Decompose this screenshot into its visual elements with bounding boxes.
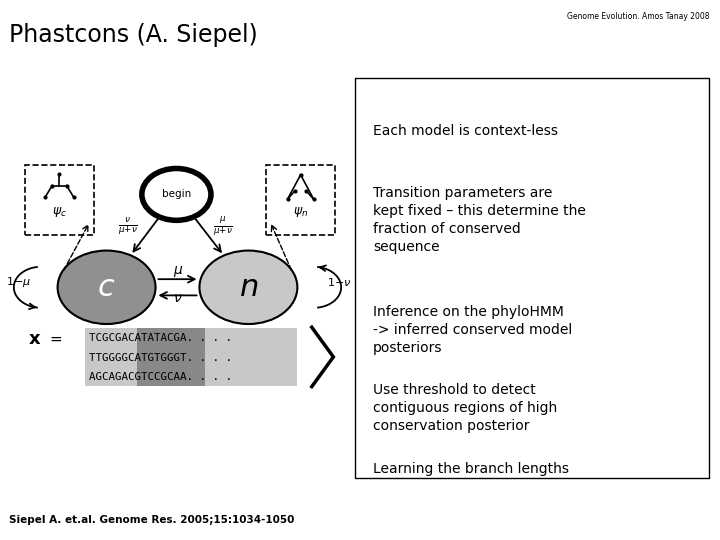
Text: $\mathbf{x}$: $\mathbf{x}$ xyxy=(28,329,42,348)
Text: Siepel A. et.al. Genome Res. 2005;15:1034-1050: Siepel A. et.al. Genome Res. 2005;15:103… xyxy=(9,515,294,525)
Text: Transition parameters are
kept fixed – this determine the
fraction of conserved
: Transition parameters are kept fixed – t… xyxy=(373,186,586,254)
Bar xyxy=(85,328,297,386)
Text: begin: begin xyxy=(162,190,191,199)
Text: Phastcons (A. Siepel): Phastcons (A. Siepel) xyxy=(9,23,258,46)
Text: Use threshold to detect
contiguous regions of high
conservation posterior: Use threshold to detect contiguous regio… xyxy=(373,383,557,433)
FancyBboxPatch shape xyxy=(266,165,335,235)
Bar xyxy=(137,328,205,386)
Text: Learning the branch lengths: Learning the branch lengths xyxy=(373,462,569,476)
Text: $1{-}\mu$: $1{-}\mu$ xyxy=(6,275,30,289)
Text: $\frac{\mu}{\mu{+}\nu}$: $\frac{\mu}{\mu{+}\nu}$ xyxy=(213,215,233,238)
Text: $n$: $n$ xyxy=(239,273,258,302)
Text: $\mu$: $\mu$ xyxy=(173,264,183,279)
Circle shape xyxy=(142,168,211,220)
Text: Each model is context-less: Each model is context-less xyxy=(373,124,558,138)
Text: TCGCGACATATACGA. . . .: TCGCGACATATACGA. . . . xyxy=(89,333,232,343)
Text: $\nu$: $\nu$ xyxy=(173,291,183,305)
Text: Inference on the phyloHMM
-> inferred conserved model
posteriors: Inference on the phyloHMM -> inferred co… xyxy=(373,305,572,355)
Text: $1{-}\nu$: $1{-}\nu$ xyxy=(327,276,351,288)
Text: $\psi_c$: $\psi_c$ xyxy=(52,205,67,219)
Text: AGCAGACGTCCGCAA. . . .: AGCAGACGTCCGCAA. . . . xyxy=(89,372,232,382)
Text: $c$: $c$ xyxy=(97,273,116,302)
FancyBboxPatch shape xyxy=(25,165,94,235)
Text: $\frac{\nu}{\mu{+}\nu}$: $\frac{\nu}{\mu{+}\nu}$ xyxy=(118,217,138,237)
Circle shape xyxy=(58,251,156,324)
Text: $=$: $=$ xyxy=(47,331,63,346)
Bar xyxy=(355,78,709,478)
Text: TTGGGGCATGTGGGT. . . .: TTGGGGCATGTGGGT. . . . xyxy=(89,353,232,363)
Text: Genome Evolution. Amos Tanay 2008: Genome Evolution. Amos Tanay 2008 xyxy=(567,12,709,21)
Circle shape xyxy=(199,251,297,324)
Text: $\psi_n$: $\psi_n$ xyxy=(293,205,308,219)
